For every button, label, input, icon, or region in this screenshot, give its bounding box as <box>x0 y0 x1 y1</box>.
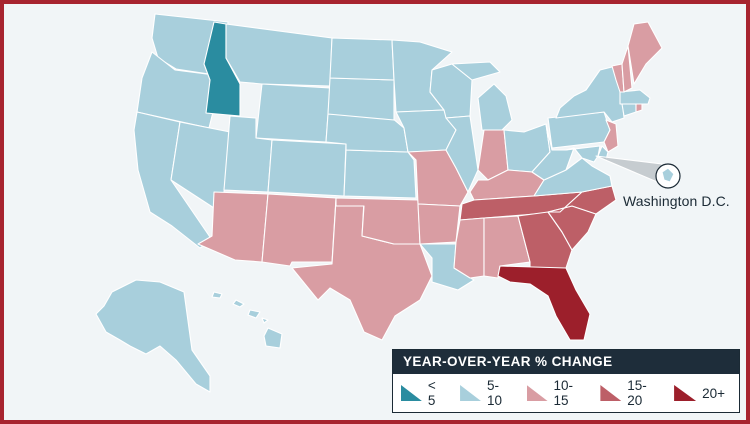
legend-item-15-20: 15-20 <box>600 378 660 408</box>
legend-label-15-20: 15-20 <box>627 378 647 408</box>
legend-swatch-20plus <box>674 385 697 401</box>
state-hi <box>211 291 283 349</box>
legend: YEAR-OVER-YEAR % CHANGE < 5 5-10 10-15 1… <box>392 349 740 413</box>
state-fl <box>497 265 591 341</box>
legend-swatch-10-15 <box>526 385 548 401</box>
state-me <box>627 21 663 85</box>
state-mi <box>451 61 513 133</box>
legend-items: < 5 5-10 10-15 15-20 20+ <box>393 374 739 412</box>
legend-swatch-lt5 <box>401 385 422 401</box>
state-ak <box>95 279 211 393</box>
state-ms <box>453 217 485 279</box>
state-nm <box>261 193 337 267</box>
legend-label-10-15: 10-15 <box>553 378 574 408</box>
state-ky <box>469 169 545 201</box>
state-dc <box>661 167 675 183</box>
state-il <box>445 115 479 193</box>
legend-item-20plus: 20+ <box>674 385 725 401</box>
state-ks <box>343 149 417 199</box>
state-vt <box>611 63 625 93</box>
legend-label-20plus: 20+ <box>702 385 725 401</box>
state-wy <box>255 83 331 143</box>
legend-item-5-10: 5-10 <box>460 378 513 408</box>
state-nh <box>621 45 633 93</box>
legend-title: YEAR-OVER-YEAR % CHANGE <box>393 350 739 374</box>
legend-swatch-5-10 <box>460 385 481 401</box>
state-mt <box>225 23 333 87</box>
legend-label-5-10: 5-10 <box>486 378 502 408</box>
state-co <box>267 139 347 197</box>
state-ny <box>555 65 625 123</box>
legend-item-10-15: 10-15 <box>526 378 587 408</box>
legend-label-lt5: < 5 <box>427 378 436 408</box>
dc-label: Washington D.C. <box>623 193 730 209</box>
state-sd <box>327 77 395 121</box>
state-wv <box>531 123 575 181</box>
legend-item-lt5: < 5 <box>401 378 446 408</box>
legend-swatch-15-20 <box>600 385 622 401</box>
state-ma <box>619 89 651 105</box>
state-md <box>565 145 601 163</box>
state-nd <box>329 37 395 81</box>
state-ar <box>417 203 461 245</box>
